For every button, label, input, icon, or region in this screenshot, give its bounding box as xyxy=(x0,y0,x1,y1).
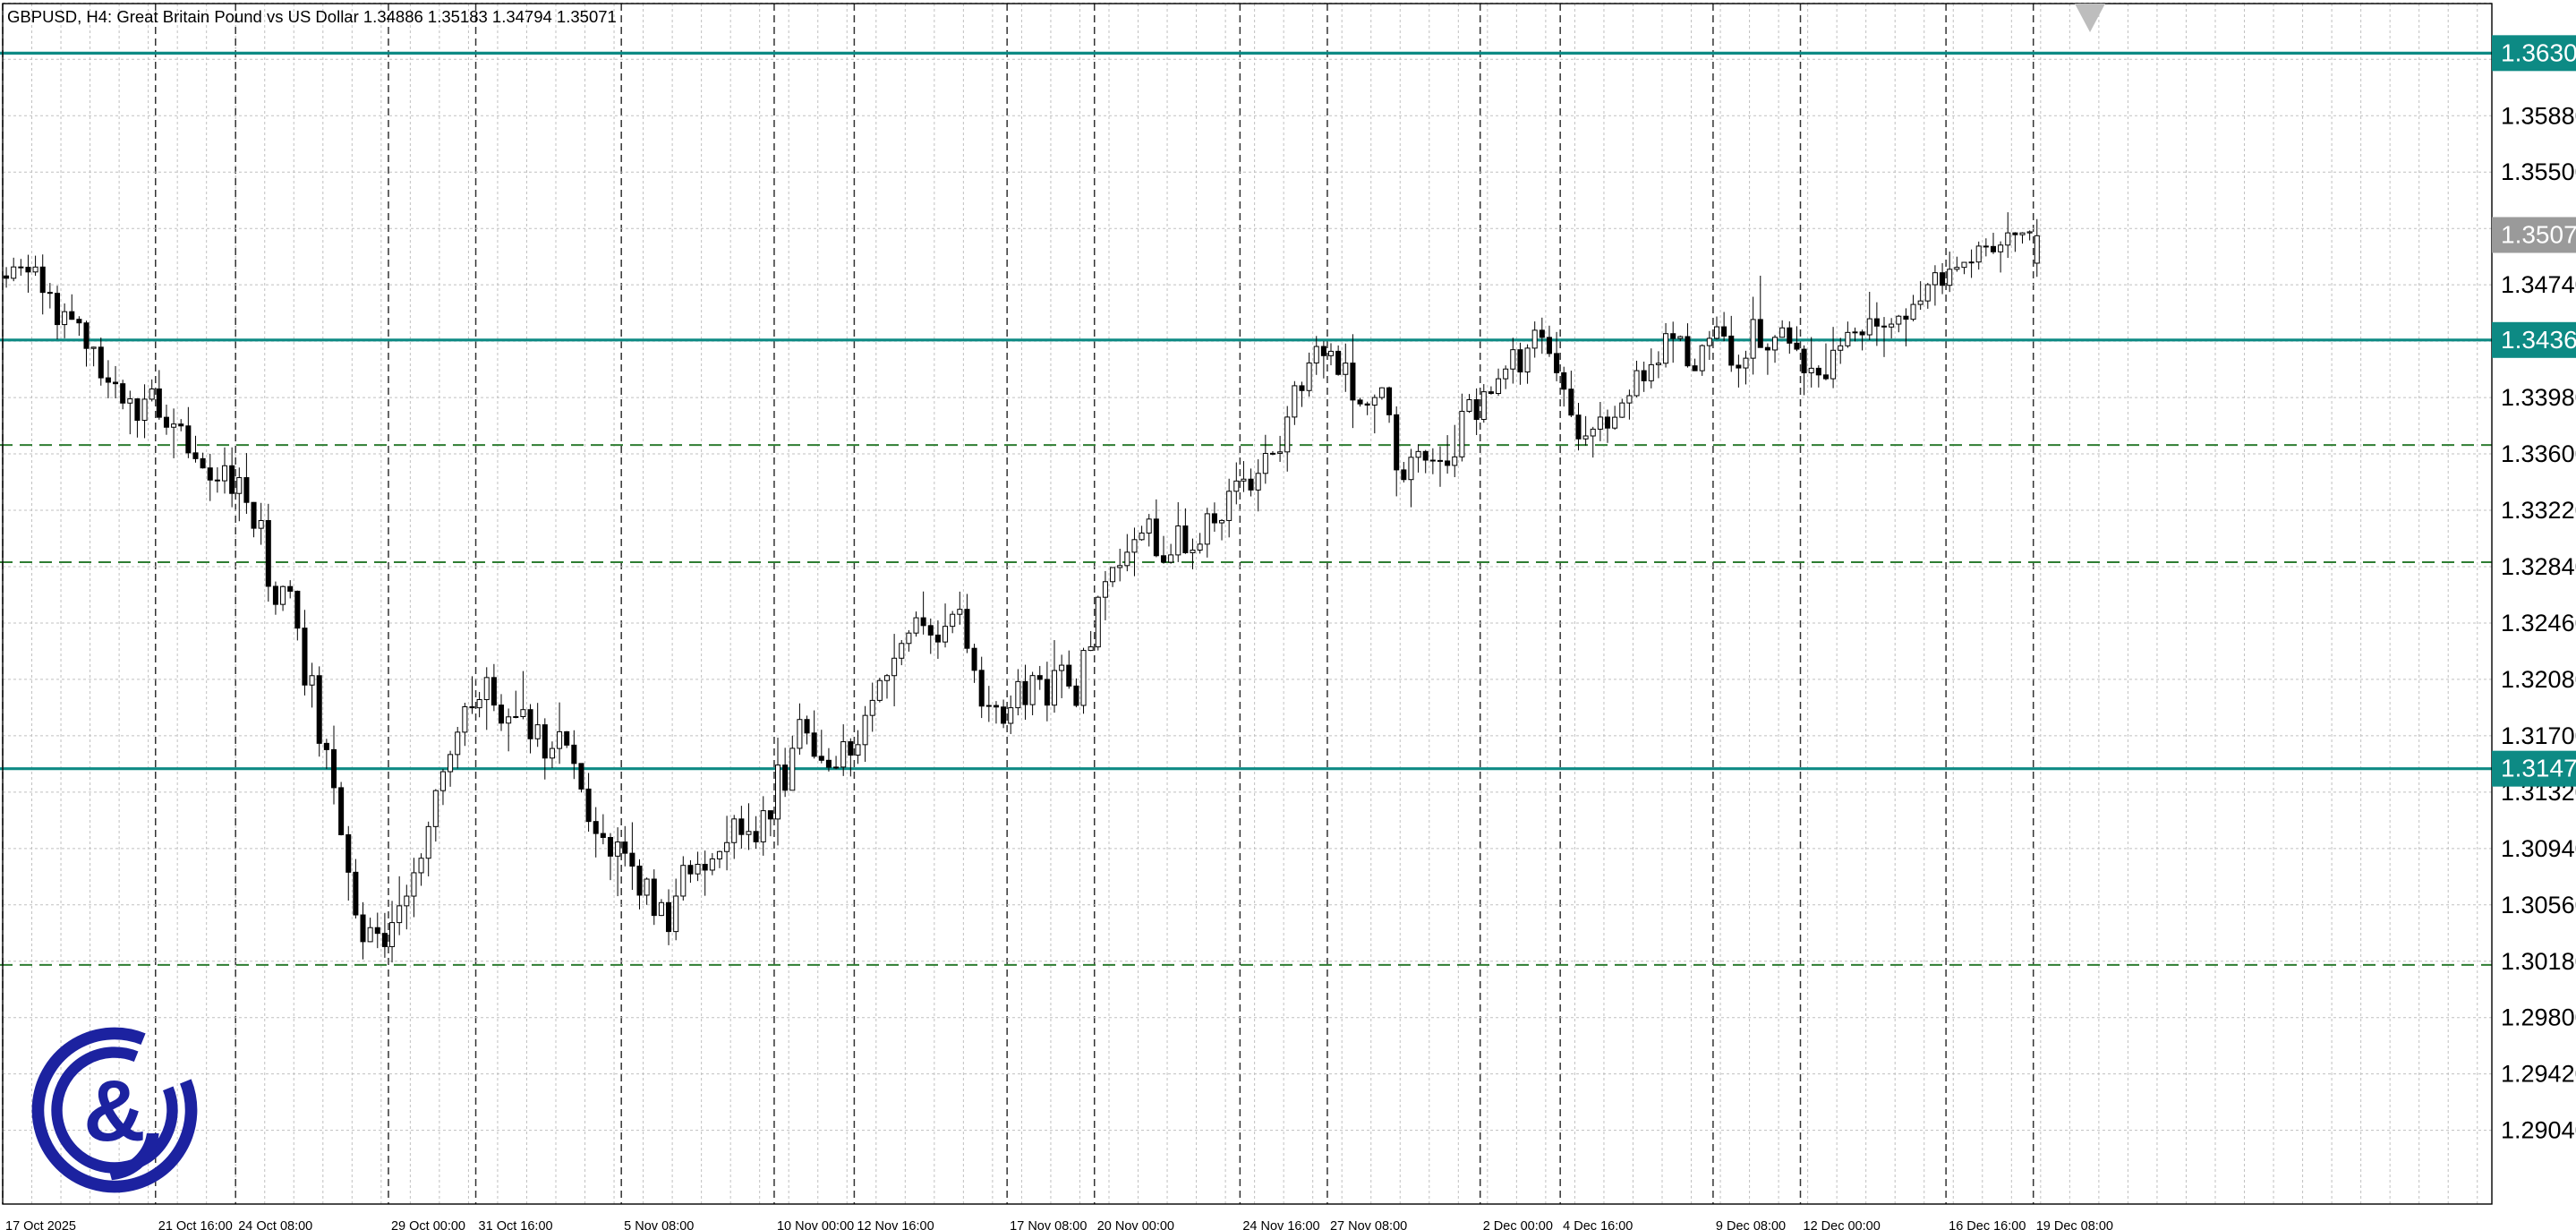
svg-text:1.34368: 1.34368 xyxy=(2501,326,2576,354)
svg-text:16 Dec 16:00: 16 Dec 16:00 xyxy=(1949,1219,2026,1230)
svg-text:17 Nov 08:00: 17 Nov 08:00 xyxy=(1010,1219,1087,1230)
svg-text:2 Dec 00:00: 2 Dec 00:00 xyxy=(1483,1219,1553,1230)
svg-text:&: & xyxy=(83,1063,145,1159)
svg-text:1.30180: 1.30180 xyxy=(2501,948,2576,975)
svg-text:1.33220: 1.33220 xyxy=(2501,497,2576,524)
svg-text:1.35500: 1.35500 xyxy=(2501,158,2576,185)
svg-text:1.29420: 1.29420 xyxy=(2501,1061,2576,1088)
svg-text:1.32080: 1.32080 xyxy=(2501,666,2576,693)
svg-text:27 Nov 08:00: 27 Nov 08:00 xyxy=(1330,1219,1407,1230)
svg-text:1.33980: 1.33980 xyxy=(2501,384,2576,411)
svg-text:5 Nov 08:00: 5 Nov 08:00 xyxy=(624,1219,694,1230)
svg-text:1.29040: 1.29040 xyxy=(2501,1117,2576,1144)
svg-text:31 Oct 16:00: 31 Oct 16:00 xyxy=(479,1219,553,1230)
svg-text:12 Nov 16:00: 12 Nov 16:00 xyxy=(857,1219,934,1230)
svg-text:9 Dec 08:00: 9 Dec 08:00 xyxy=(1716,1219,1786,1230)
svg-text:12 Dec 00:00: 12 Dec 00:00 xyxy=(1804,1219,1881,1230)
svg-text:29 Oct 00:00: 29 Oct 00:00 xyxy=(391,1219,465,1230)
svg-text:1.34740: 1.34740 xyxy=(2501,271,2576,298)
svg-text:1.31700: 1.31700 xyxy=(2501,722,2576,749)
svg-text:1.30940: 1.30940 xyxy=(2501,835,2576,862)
svg-text:1.30560: 1.30560 xyxy=(2501,892,2576,918)
svg-text:1.33600: 1.33600 xyxy=(2501,440,2576,467)
svg-text:1.31478: 1.31478 xyxy=(2501,755,2576,782)
svg-text:1.36302: 1.36302 xyxy=(2501,38,2576,66)
svg-text:4 Dec 16:00: 4 Dec 16:00 xyxy=(1563,1219,1633,1230)
svg-text:1.35076: 1.35076 xyxy=(2501,220,2576,248)
svg-text:1.35880: 1.35880 xyxy=(2501,102,2576,129)
svg-text:GBPUSD, H4: Great Britain Pou: GBPUSD, H4: Great Britain Pound vs US Do… xyxy=(7,7,617,26)
svg-text:17 Oct 2025: 17 Oct 2025 xyxy=(5,1219,76,1230)
svg-text:24 Nov 16:00: 24 Nov 16:00 xyxy=(1242,1219,1319,1230)
svg-text:1.32840: 1.32840 xyxy=(2501,553,2576,580)
svg-text:1.29800: 1.29800 xyxy=(2501,1004,2576,1031)
svg-text:10 Nov 00:00: 10 Nov 00:00 xyxy=(777,1219,854,1230)
svg-text:20 Nov 00:00: 20 Nov 00:00 xyxy=(1097,1219,1174,1230)
svg-text:1.32460: 1.32460 xyxy=(2501,610,2576,636)
svg-text:19 Dec 08:00: 19 Dec 08:00 xyxy=(2036,1219,2113,1230)
svg-text:21 Oct 16:00: 21 Oct 16:00 xyxy=(158,1219,233,1230)
svg-text:24 Oct 08:00: 24 Oct 08:00 xyxy=(238,1219,312,1230)
